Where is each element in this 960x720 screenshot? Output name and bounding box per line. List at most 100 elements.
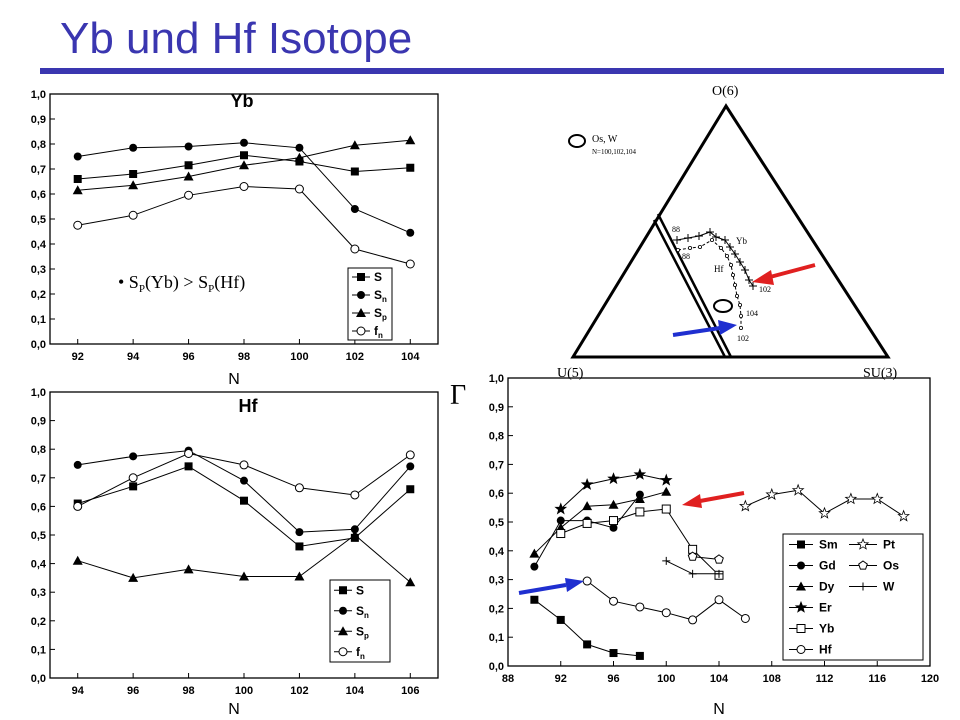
legend-label: fn bbox=[356, 645, 365, 661]
x-tick-label: 102 bbox=[346, 351, 364, 363]
data-point-fn bbox=[239, 182, 249, 191]
data-point-sp bbox=[349, 140, 360, 150]
chart-title: Hf bbox=[239, 396, 259, 416]
blue-arrow-shaft bbox=[518, 583, 567, 595]
x-tick-label: 98 bbox=[182, 685, 194, 697]
x-tick-label: 92 bbox=[555, 673, 567, 685]
legend-marker bbox=[796, 624, 806, 633]
legend-marker bbox=[797, 540, 805, 549]
triangle-outline bbox=[570, 103, 891, 359]
data-point-gd bbox=[530, 562, 539, 571]
bullet-mid: (Yb) > S bbox=[145, 272, 208, 293]
legend-marker bbox=[796, 581, 806, 591]
data-point-er bbox=[607, 472, 620, 485]
x-tick-label: 94 bbox=[72, 685, 85, 697]
data-point-pt bbox=[818, 506, 831, 519]
data-point-s bbox=[184, 161, 193, 170]
label-102-yb: 102 bbox=[759, 285, 771, 294]
y-tick-label: 1,0 bbox=[31, 387, 46, 399]
legend-marker bbox=[858, 560, 868, 570]
x-tick-label: 104 bbox=[710, 673, 729, 685]
title-underline bbox=[40, 68, 944, 74]
y-tick-label: 0,6 bbox=[489, 488, 504, 500]
data-point-sp bbox=[405, 135, 416, 145]
data-point-sn bbox=[240, 138, 248, 147]
data-point-fn bbox=[294, 483, 304, 493]
y-tick-label: 0,8 bbox=[489, 431, 504, 443]
data-point-sp bbox=[294, 571, 305, 581]
data-point-er bbox=[580, 477, 594, 490]
x-tick-label: 108 bbox=[763, 673, 781, 685]
data-point-os bbox=[714, 554, 724, 564]
legend-label: fn bbox=[374, 324, 383, 340]
trajectory-markers bbox=[673, 228, 757, 330]
legend-label: S bbox=[374, 270, 382, 284]
legend-label: Er bbox=[819, 601, 832, 615]
data-point-gd bbox=[609, 523, 618, 532]
data-point-er bbox=[554, 502, 568, 515]
x-tick-label: 100 bbox=[235, 685, 253, 697]
hf-trajectory-point bbox=[719, 245, 724, 250]
legend-label-sub: n bbox=[378, 331, 383, 340]
data-point-sp bbox=[128, 180, 139, 190]
label-88-yb: 88 bbox=[672, 225, 680, 234]
x-tick-label: 96 bbox=[127, 685, 139, 697]
data-point-pt bbox=[844, 492, 858, 505]
hf-trajectory-point bbox=[710, 237, 715, 242]
y-tick-label: 0,0 bbox=[31, 339, 46, 351]
legend-label: Gd bbox=[819, 559, 836, 573]
legend-label: Dy bbox=[819, 580, 835, 594]
y-tick-label: 0,4 bbox=[31, 559, 47, 571]
y-tick-label: 0,9 bbox=[489, 402, 504, 414]
y-tick-label: 0,3 bbox=[31, 264, 46, 276]
legend-label: W bbox=[883, 580, 895, 594]
legend-label: Hf bbox=[819, 643, 833, 657]
data-point-sp bbox=[72, 185, 83, 195]
x-tick-label: 102 bbox=[290, 685, 308, 697]
chart-yb: 0,0 0,1 0,2 0,3 0,4 0,5 0,6 0,7 0,8 0,9 1,0 92 94 96 9… bbox=[31, 89, 439, 388]
legend-label: Yb bbox=[819, 622, 834, 636]
label-hf: Hf bbox=[714, 264, 724, 274]
hf-trajectory-point bbox=[731, 272, 736, 277]
red-arrow-shaft bbox=[769, 263, 816, 279]
vertex-label-right: SU(3) bbox=[863, 366, 898, 381]
legend-marker bbox=[856, 537, 870, 550]
data-point-sp bbox=[128, 572, 139, 582]
hf-trajectory-point bbox=[676, 247, 681, 252]
data-point-sm bbox=[635, 651, 644, 660]
y-tick-label: 0,7 bbox=[31, 164, 46, 176]
y-tick-label: 0,4 bbox=[489, 546, 505, 558]
legend-marker bbox=[357, 273, 365, 281]
data-point-fn bbox=[128, 473, 138, 483]
data-point-s bbox=[129, 482, 138, 491]
legend-label-sub: n bbox=[364, 611, 369, 620]
legend-label: Sm bbox=[819, 538, 838, 552]
data-point-fn bbox=[405, 450, 415, 460]
y-tick-label: 0,4 bbox=[31, 239, 47, 251]
critical-line bbox=[656, 213, 733, 358]
legend-label-sub: p bbox=[382, 313, 387, 322]
legend-marker bbox=[796, 645, 806, 654]
data-point-yb bbox=[582, 518, 592, 528]
data-point-yb bbox=[661, 504, 671, 514]
data-point-dy bbox=[582, 501, 593, 511]
y-tick-label: 0,7 bbox=[31, 473, 46, 485]
data-point-pt bbox=[739, 499, 752, 512]
hf-trajectory-point bbox=[739, 313, 744, 318]
hf-trajectory-point bbox=[698, 244, 703, 249]
data-point-er bbox=[633, 467, 647, 480]
bullet-end: (Hf) bbox=[214, 272, 245, 293]
data-point-sp bbox=[239, 160, 249, 170]
y-tick-label: 0,8 bbox=[31, 139, 46, 151]
y-tick-label: 0,2 bbox=[31, 289, 46, 301]
data-point-pt bbox=[897, 509, 910, 522]
legend-label-sub: p bbox=[364, 631, 369, 640]
y-tick-label: 0,9 bbox=[31, 114, 46, 126]
x-tick-label: 100 bbox=[290, 351, 308, 363]
chart-hf: 0,0 0,1 0,2 0,3 0,4 0,5 0,6 0,7 0,8 0,9 1,0 94 96 98 1… bbox=[31, 387, 439, 718]
series-line-dy bbox=[534, 491, 667, 555]
legend-label: S bbox=[356, 583, 364, 597]
x-tick-label: 94 bbox=[127, 351, 140, 363]
hf-trajectory-point bbox=[729, 262, 734, 267]
